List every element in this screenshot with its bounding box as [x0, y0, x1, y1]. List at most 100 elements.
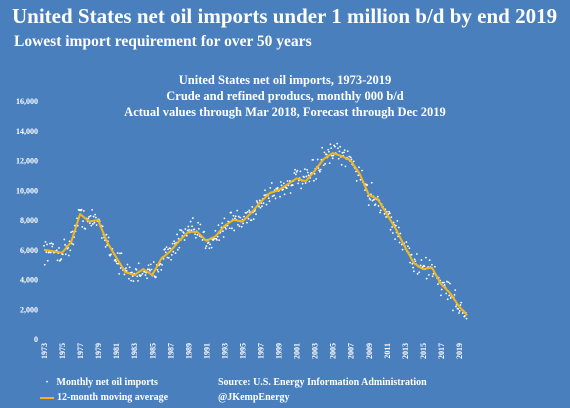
monthly-import-point	[242, 222, 245, 225]
x-tick-label: 1997	[257, 343, 266, 359]
monthly-import-point	[460, 301, 463, 304]
monthly-import-point	[167, 248, 169, 251]
monthly-import-point	[340, 163, 343, 166]
monthly-import-point	[443, 281, 445, 284]
y-tick-label: 14,000	[16, 127, 38, 136]
monthly-import-point	[308, 180, 311, 183]
monthly-import-point	[464, 314, 466, 317]
monthly-import-point	[234, 215, 237, 218]
monthly-import-point	[446, 280, 448, 283]
monthly-import-point	[131, 271, 133, 274]
monthly-import-point	[174, 252, 177, 254]
monthly-import-point	[376, 195, 379, 198]
monthly-import-point	[348, 155, 351, 158]
monthly-import-point	[341, 151, 344, 154]
monthly-import-point	[155, 276, 157, 278]
monthly-import-point	[196, 233, 199, 236]
monthly-import-point	[119, 267, 122, 269]
monthly-import-point	[164, 248, 166, 250]
monthly-import-point	[216, 235, 219, 238]
monthly-import-point	[146, 277, 148, 280]
monthly-import-point	[91, 223, 94, 225]
monthly-import-point	[189, 220, 192, 223]
monthly-import-point	[160, 269, 163, 271]
monthly-import-point	[193, 228, 196, 231]
monthly-import-point	[319, 170, 321, 173]
x-tick-label: 1973	[40, 343, 49, 359]
monthly-import-point	[336, 142, 339, 145]
monthly-import-point	[87, 217, 90, 220]
y-tick-label: 4,000	[20, 276, 38, 285]
monthly-import-point	[82, 209, 85, 212]
monthly-import-point	[306, 168, 309, 171]
y-tick-label: 10,000	[16, 186, 38, 195]
monthly-import-point	[125, 267, 127, 270]
monthly-import-point	[349, 156, 352, 159]
monthly-import-point	[327, 148, 330, 151]
y-tick-label: 16,000	[16, 97, 38, 106]
monthly-import-point	[409, 261, 412, 264]
monthly-import-point	[443, 284, 446, 286]
x-tick-label: 2017	[437, 343, 446, 359]
monthly-import-point	[246, 221, 248, 224]
monthly-import-point	[366, 184, 369, 186]
monthly-import-point	[197, 221, 200, 224]
monthly-import-point	[388, 210, 390, 213]
monthly-import-point	[209, 243, 212, 246]
monthly-import-point	[218, 239, 221, 242]
monthly-import-point	[208, 247, 211, 250]
monthly-import-point	[406, 245, 409, 248]
monthly-import-point	[247, 217, 250, 220]
monthly-import-point	[173, 240, 175, 243]
monthly-import-point	[233, 229, 236, 232]
monthly-import-point	[359, 178, 362, 181]
monthly-import-point	[128, 277, 130, 280]
monthly-import-point	[425, 256, 427, 259]
monthly-import-point	[46, 243, 48, 246]
monthly-import-point	[449, 297, 452, 299]
monthly-import-point	[81, 225, 84, 228]
monthly-import-point	[265, 203, 268, 206]
monthly-import-point	[146, 268, 149, 271]
monthly-import-point	[172, 250, 175, 253]
x-tick-label: 1981	[112, 343, 121, 359]
monthly-import-point	[149, 269, 151, 272]
monthly-import-point	[222, 236, 225, 238]
monthly-import-point	[147, 264, 150, 267]
monthly-import-point	[323, 151, 326, 154]
x-tick-label: 1993	[220, 343, 229, 359]
monthly-import-point	[148, 268, 151, 271]
x-tick-label: 2005	[329, 343, 338, 359]
monthly-import-point	[191, 225, 194, 228]
monthly-import-point	[328, 150, 330, 153]
monthly-import-point	[452, 309, 454, 312]
monthly-import-point	[194, 236, 197, 239]
x-tick-label: 2015	[419, 343, 428, 359]
legend-line-marker	[40, 396, 54, 399]
y-tick-label: 8,000	[20, 216, 38, 225]
monthly-import-point	[396, 220, 399, 222]
monthly-import-point	[159, 263, 162, 265]
monthly-import-point	[231, 227, 233, 230]
y-tick-label: 2,000	[20, 305, 38, 314]
monthly-import-point	[76, 217, 78, 220]
monthly-import-point	[458, 310, 461, 312]
monthly-import-point	[411, 262, 414, 265]
x-tick-label: 1977	[76, 343, 85, 359]
monthly-import-point	[70, 231, 72, 234]
monthly-import-point	[330, 147, 333, 150]
x-tick-label: 2013	[401, 343, 410, 359]
monthly-import-point	[383, 213, 386, 215]
monthly-import-point	[313, 172, 316, 175]
monthly-import-point	[51, 245, 54, 248]
monthly-import-point	[428, 273, 430, 276]
monthly-import-point	[136, 275, 139, 278]
monthly-import-point	[324, 162, 327, 165]
monthly-import-point	[293, 172, 296, 174]
monthly-import-point	[432, 273, 435, 275]
monthly-import-point	[141, 272, 144, 275]
monthly-import-point	[447, 281, 450, 284]
monthly-import-point	[150, 268, 153, 271]
monthly-import-point	[223, 217, 226, 220]
x-tick-label: 1991	[202, 343, 211, 359]
